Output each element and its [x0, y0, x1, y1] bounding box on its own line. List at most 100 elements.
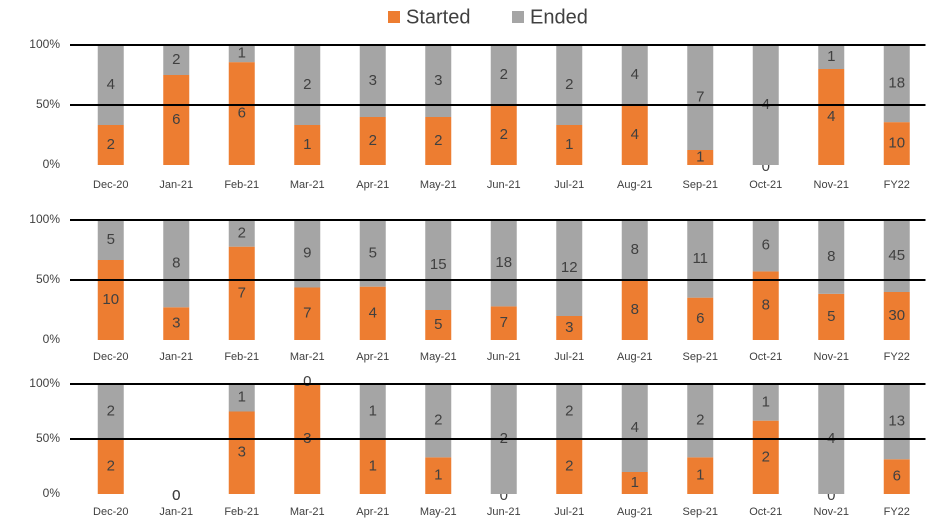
bar-segment	[818, 220, 845, 294]
bar-segment	[752, 384, 779, 421]
x-tick-label: FY22	[884, 179, 910, 191]
bar-segment	[359, 220, 386, 287]
data-label: 8	[762, 297, 770, 314]
data-label: 1	[631, 474, 639, 491]
data-label: 12	[561, 259, 578, 276]
data-label: 6	[172, 111, 180, 128]
bar-segment	[163, 307, 190, 340]
bar-segment	[425, 384, 452, 458]
bar-segment	[752, 420, 779, 494]
bar-segment	[883, 384, 910, 460]
bar-segment	[687, 220, 714, 298]
data-label: 30	[888, 307, 905, 324]
x-tick-label: May-21	[420, 506, 457, 518]
bar-segment	[883, 292, 910, 340]
data-label: 2	[500, 66, 508, 83]
data-label: 0	[303, 373, 311, 390]
bar-segment	[556, 45, 583, 125]
bar-segment	[490, 105, 517, 165]
x-tick-label: Jan-21	[159, 179, 193, 191]
x-tick-label: Sep-21	[683, 506, 718, 518]
bar-segment	[97, 45, 124, 125]
bar-segment	[359, 439, 386, 494]
bar-segment	[228, 220, 255, 247]
data-label: 2	[565, 76, 573, 93]
data-label: 15	[430, 256, 447, 273]
x-tick-label: May-21	[420, 351, 457, 363]
data-label: 5	[434, 316, 442, 333]
bar-segment	[621, 384, 648, 472]
y-tick-label: 50%	[36, 431, 60, 445]
bar-segment	[818, 45, 845, 69]
bar-segment	[359, 117, 386, 165]
data-label: 1	[303, 136, 311, 153]
legend-swatch	[512, 11, 524, 23]
x-tick-label: Feb-21	[224, 506, 259, 518]
x-tick-label: Sep-21	[683, 179, 718, 191]
x-tick-label: Jun-21	[487, 179, 521, 191]
bar-segment	[294, 125, 321, 165]
data-label: 10	[102, 291, 119, 308]
data-label: 13	[888, 413, 905, 430]
bar-segment	[687, 457, 714, 494]
bar-segment	[556, 220, 583, 316]
bar-segment	[818, 293, 845, 340]
data-label: 7	[696, 88, 704, 105]
data-label: 7	[238, 284, 246, 301]
bar-segment	[687, 45, 714, 150]
y-tick-label: 0%	[43, 332, 61, 346]
bar-segment	[425, 457, 452, 494]
bar-segment	[621, 105, 648, 165]
data-label: 4	[107, 76, 115, 93]
x-tick-label: Jul-21	[554, 179, 584, 191]
data-label: 7	[500, 314, 508, 331]
bar-segment	[228, 384, 255, 412]
x-tick-label: Oct-21	[749, 351, 782, 363]
data-label: 2	[565, 457, 573, 474]
bar-segment	[294, 287, 321, 340]
x-tick-label: Mar-21	[290, 351, 325, 363]
data-label: 3	[238, 444, 246, 461]
data-label: 45	[888, 247, 905, 264]
data-label: 2	[172, 51, 180, 68]
y-tick-label: 100%	[29, 212, 60, 226]
bar-segment	[818, 69, 845, 165]
data-label: 2	[107, 136, 115, 153]
data-label: 0	[762, 158, 770, 175]
data-label: 2	[565, 402, 573, 419]
data-label: 2	[238, 224, 246, 241]
x-tick-label: FY22	[884, 506, 910, 518]
data-label: 9	[303, 245, 311, 262]
data-label: 3	[369, 72, 377, 89]
bar-segment	[294, 220, 321, 288]
data-label: 1	[565, 136, 573, 153]
bar-segment	[687, 150, 714, 165]
bar-segment	[425, 310, 452, 340]
bar-segment	[556, 125, 583, 165]
bar-segment	[228, 411, 255, 494]
data-label: 18	[495, 254, 512, 271]
x-tick-label: Aug-21	[617, 506, 652, 518]
y-tick-label: 50%	[36, 97, 60, 111]
bar-segment	[359, 286, 386, 340]
data-label: 5	[369, 244, 377, 261]
x-tick-label: Feb-21	[224, 179, 259, 191]
bar-segment	[97, 439, 124, 494]
bar-segment	[556, 439, 583, 494]
data-label: 8	[631, 241, 639, 258]
data-label: 4	[631, 126, 639, 143]
data-label: 3	[434, 72, 442, 89]
data-label: 2	[107, 402, 115, 419]
x-tick-label: Dec-20	[93, 179, 128, 191]
bar-segment	[621, 220, 648, 280]
x-tick-label: Nov-21	[814, 351, 849, 363]
data-label: 2	[696, 412, 704, 429]
data-label: 0	[500, 487, 508, 504]
data-label: 1	[827, 48, 835, 65]
bar-segment	[883, 122, 910, 165]
x-tick-label: Sep-21	[683, 351, 718, 363]
data-label: 6	[893, 468, 901, 485]
bar-segment	[163, 220, 190, 308]
legend-swatch	[388, 11, 400, 23]
bar-segment	[687, 384, 714, 458]
